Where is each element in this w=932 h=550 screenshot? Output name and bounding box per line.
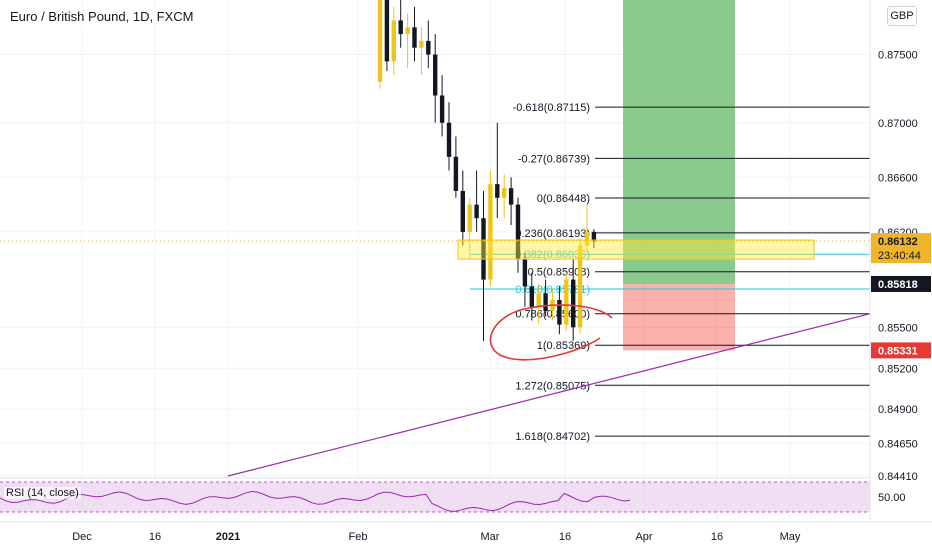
current-price-label-bg — [871, 233, 931, 264]
fib-level-label: 0.236(0.86193) — [515, 228, 590, 240]
y-tick-label: 0.87500 — [878, 50, 918, 62]
rsi-line — [0, 490, 631, 512]
y-tick-label: 0.84900 — [878, 404, 918, 416]
highlight-circle — [489, 304, 613, 361]
candle-body — [522, 259, 528, 287]
x-tick-label: Apr — [635, 531, 652, 543]
candle-body — [446, 122, 452, 157]
support-zone — [457, 239, 815, 260]
candle-body — [439, 95, 445, 123]
rsi-label[interactable]: RSI (14, close) — [4, 487, 81, 499]
candle-body — [426, 40, 431, 55]
candle-body — [474, 204, 479, 219]
fib-level-label: 0(0.86448) — [537, 193, 590, 205]
candle-body — [391, 20, 396, 62]
candle-body — [529, 286, 534, 307]
fib-level-label: 1(0.85369) — [537, 340, 590, 352]
current-price-label: 0.86132 — [878, 236, 918, 248]
x-tick-label: 16 — [711, 531, 723, 543]
current-price-label-countdown: 23:40:44 — [878, 250, 921, 262]
candle-body — [453, 156, 459, 191]
y-tick-label: 0.85200 — [878, 363, 918, 375]
candle-body — [377, 0, 383, 82]
symbol-title: Euro / British Pound, 1D, FXCM — [8, 8, 196, 25]
stop-price-label-bg — [871, 342, 931, 359]
candle-body — [557, 300, 562, 325]
candle-body — [591, 231, 597, 242]
x-tick-label: 16 — [149, 531, 161, 543]
fib-level-label: -0.618(0.87115) — [513, 102, 590, 114]
candle-body — [584, 231, 590, 246]
candle-body — [502, 188, 507, 198]
candle-body — [481, 218, 486, 280]
candle-body — [495, 184, 500, 198]
profit-zone — [623, 0, 735, 284]
y-tick-label: 0.85500 — [878, 322, 918, 334]
candle-body — [577, 245, 583, 328]
fib-level-label: 0.5(0.85908) — [528, 267, 590, 279]
entry-price-label: 0.85818 — [878, 279, 918, 291]
x-tick-label: Mar — [481, 531, 500, 543]
x-tick-label: 2021 — [216, 531, 240, 543]
candle-body — [384, 0, 390, 62]
currency-badge[interactable]: GBP — [887, 6, 917, 26]
fib-level-label: 1.618(0.84702) — [515, 431, 590, 443]
candle-body — [571, 279, 576, 328]
fib-level-label: 1.272(0.85075) — [515, 380, 590, 392]
fib-level-label: 0.382(0.86036) — [515, 249, 590, 261]
entry-price-label-bg — [871, 275, 931, 292]
rsi-value-label: 50.00 — [878, 492, 906, 504]
candle-body — [515, 204, 521, 260]
x-tick-label: Dec — [72, 531, 92, 543]
candle-body — [419, 40, 424, 48]
stop-zone — [623, 283, 735, 351]
y-tick-label: 0.84410 — [878, 471, 918, 483]
candle-body — [488, 184, 493, 280]
candle-body — [564, 279, 569, 325]
x-tick-label: 16 — [559, 531, 571, 543]
candle-body — [433, 54, 438, 96]
candle-body — [467, 204, 472, 232]
candles — [377, 0, 597, 341]
y-tick-label: 0.86600 — [878, 172, 918, 184]
candle-body — [543, 293, 548, 311]
y-tick-label: 0.87000 — [878, 118, 918, 130]
x-tick-label: May — [780, 531, 801, 543]
stop-price-label: 0.85331 — [878, 345, 918, 357]
position-zones — [623, 0, 735, 351]
rsi-band — [0, 482, 870, 512]
x-tick-label: Feb — [349, 531, 368, 543]
candle-body — [460, 190, 465, 232]
drawings — [0, 239, 871, 477]
y-tick-label: 0.84650 — [878, 438, 918, 450]
trendline — [227, 313, 871, 477]
candle-body — [405, 27, 410, 35]
fib-level-label: -0.27(0.86739) — [518, 153, 590, 165]
candle-body — [508, 188, 514, 205]
candle-body — [412, 27, 417, 48]
candle-body — [536, 293, 541, 307]
candle-body — [398, 20, 403, 35]
rsi-pane: 50.00 — [0, 477, 906, 513]
